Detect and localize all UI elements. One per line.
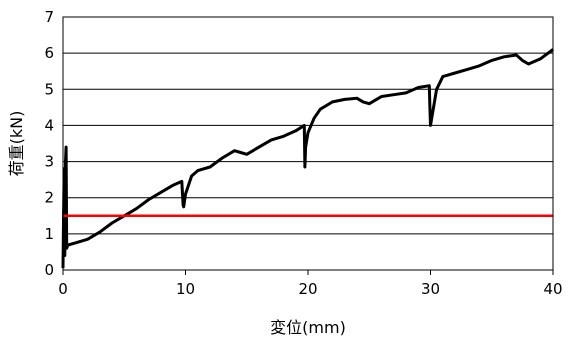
y-tick-label: 6 bbox=[44, 44, 54, 62]
y-tick-label: 0 bbox=[44, 261, 54, 279]
gridlines bbox=[63, 52, 553, 235]
x-axis-title: 変位(mm) bbox=[270, 318, 346, 337]
x-tick-label: 30 bbox=[421, 280, 440, 298]
y-tick-label: 2 bbox=[44, 189, 54, 207]
load-displacement-line bbox=[61, 48, 554, 269]
y-tick-label: 1 bbox=[44, 225, 54, 243]
x-tick-labels: 0 10 20 30 40 bbox=[58, 270, 563, 298]
x-tick-label: 0 bbox=[58, 280, 68, 298]
y-axis-title: 荷重(kN) bbox=[7, 111, 26, 177]
y-tick-labels: 0 1 2 3 4 5 6 7 bbox=[44, 8, 54, 279]
y-tick-label: 3 bbox=[44, 153, 54, 171]
x-tick-label: 10 bbox=[176, 280, 195, 298]
y-tick-label: 7 bbox=[44, 8, 54, 26]
x-tick-label: 40 bbox=[543, 280, 562, 298]
y-tick-label: 5 bbox=[44, 80, 54, 98]
y-tick-label: 4 bbox=[44, 116, 54, 134]
series-group bbox=[61, 48, 554, 269]
x-tick-label: 20 bbox=[298, 280, 317, 298]
